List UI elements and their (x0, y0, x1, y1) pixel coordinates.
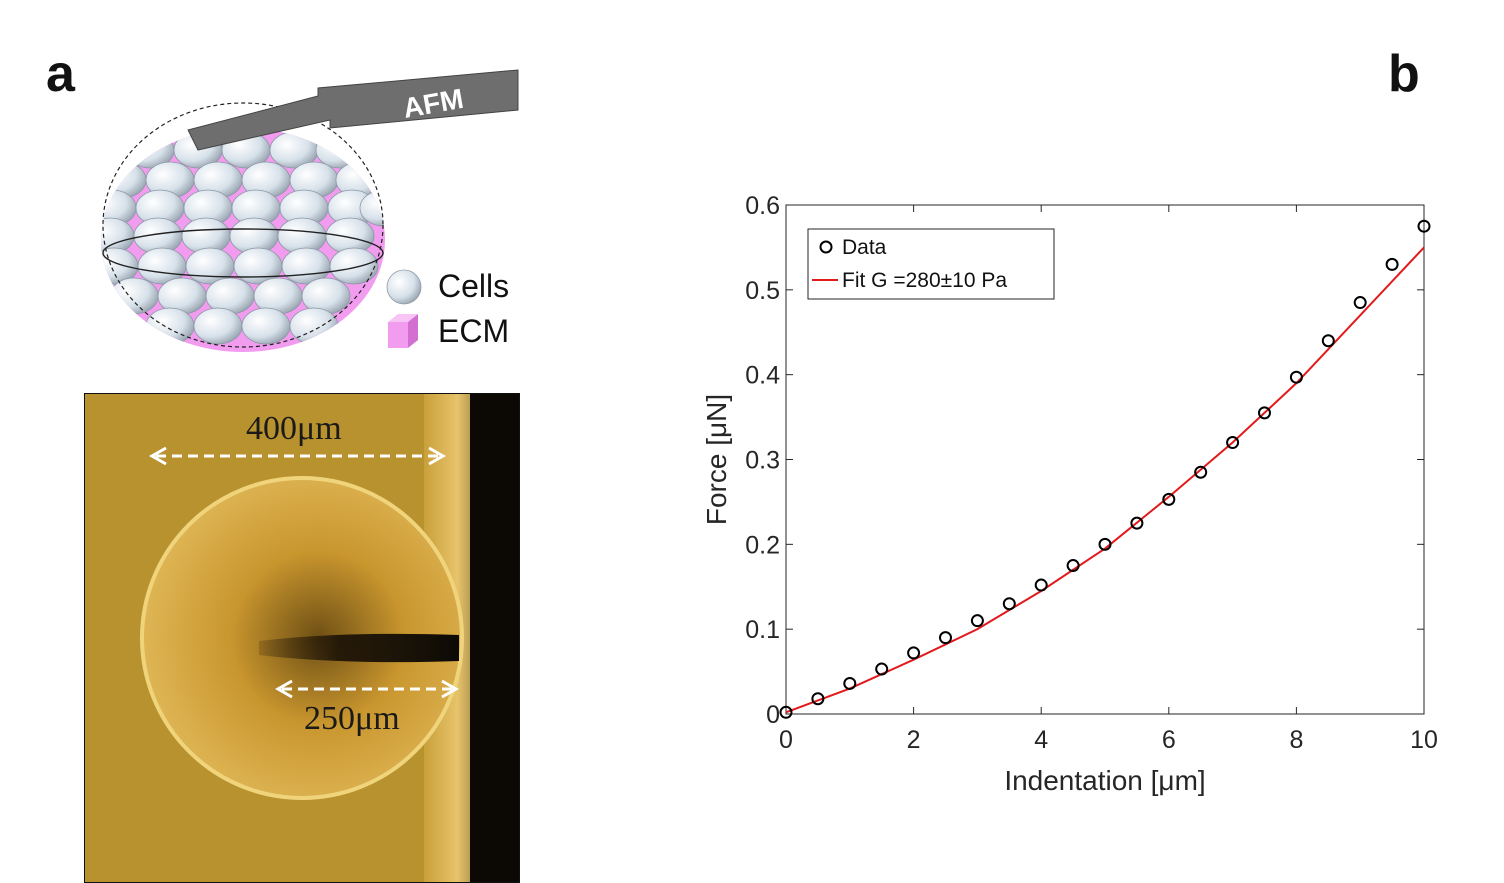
cell (329, 247, 379, 285)
scale-bar-250 (274, 679, 460, 699)
indentation-shadow (259, 633, 459, 663)
data-point (1162, 492, 1176, 506)
data-point (907, 646, 921, 660)
y-tick-label: 0.5 (745, 277, 780, 305)
y-tick-label: 0.6 (745, 192, 780, 220)
legend-fit-label: Fit G =280±10 Pa (842, 269, 1007, 292)
cell (193, 307, 243, 345)
plot-ticks: 0 2 4 6 8 10 0 0.1 0.2 0.3 0.4 0.5 0.6 (745, 192, 1438, 754)
spheroid-micrograph: 400μm 250μm (84, 393, 520, 883)
y-tick-label: 0.3 (745, 447, 780, 475)
ecm-legend-icon (388, 314, 418, 348)
data-point (1353, 296, 1367, 310)
cell (241, 307, 291, 345)
scale-bar-400 (148, 446, 447, 466)
legend-data-marker (819, 240, 833, 254)
x-tick-label: 10 (1410, 726, 1438, 754)
y-tick-label: 0 (766, 701, 780, 729)
data-point (875, 662, 889, 676)
x-tick-label: 8 (1289, 726, 1303, 754)
data-point (1321, 334, 1335, 348)
fit-line (785, 246, 1425, 714)
y-tick-label: 0.1 (745, 616, 780, 644)
y-axis-label: Force [μN] (701, 394, 732, 525)
data-point (1289, 370, 1303, 384)
chart-legend: Data Fit G =280±10 Pa (807, 228, 1055, 300)
scale-label-400: 400μm (246, 410, 342, 447)
panel-label-a: a (46, 45, 75, 103)
dark-edge (470, 393, 520, 883)
x-axis-label: Indentation [μm] (1004, 765, 1205, 796)
data-point (1385, 257, 1399, 271)
data-point (779, 705, 793, 719)
plot-series (779, 219, 1431, 719)
data-point (1194, 465, 1208, 479)
cell (109, 277, 159, 315)
x-tick-label: 0 (779, 726, 793, 754)
y-tick-label: 0.2 (745, 531, 780, 559)
data-point (939, 631, 952, 645)
scale-label-250: 250μm (304, 700, 400, 737)
data-point (1417, 219, 1431, 233)
data-point (1098, 537, 1112, 551)
cell (145, 307, 195, 345)
data-point (1258, 406, 1271, 420)
plot-frame (785, 204, 1425, 715)
plot-axes (785, 204, 1425, 715)
panel-label-b: b (1388, 45, 1420, 103)
cell (359, 189, 385, 227)
ecm-legend-label: ECM (438, 313, 509, 349)
y-tick-label: 0.4 (745, 362, 780, 390)
cells-legend-label: Cells (438, 268, 509, 304)
equator-line (102, 228, 384, 278)
data-point (1226, 436, 1240, 450)
cells-legend-icon (386, 269, 422, 305)
data-point (970, 614, 984, 628)
data-point (1034, 578, 1048, 592)
legend-data-label: Data (842, 236, 887, 259)
x-tick-label: 6 (1162, 726, 1176, 754)
afm-cantilever (187, 69, 519, 151)
data-point (1130, 516, 1144, 530)
data-point (811, 692, 825, 706)
data-point (843, 676, 857, 690)
x-tick-label: 2 (907, 726, 921, 754)
data-point (1002, 597, 1016, 611)
data-point (1066, 559, 1080, 573)
x-tick-label: 4 (1034, 726, 1048, 754)
sphere-outline (102, 102, 384, 348)
cell (289, 307, 339, 345)
spheroid-schematic: AFM Cells ECM (101, 69, 519, 352)
